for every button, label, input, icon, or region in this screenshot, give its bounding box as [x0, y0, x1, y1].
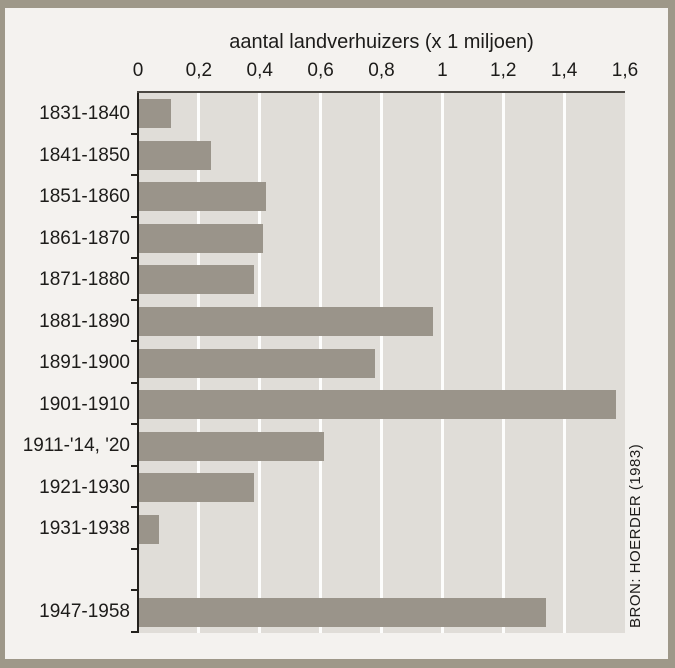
bar-1831-1840 — [138, 99, 172, 129]
x-tick-label: 0,8 — [368, 60, 395, 81]
category-label — [0, 550, 130, 592]
bar-1851-1860 — [138, 182, 266, 212]
category-label: 1831-1840 — [39, 103, 130, 124]
plot-area — [138, 93, 625, 633]
bar-1871-1880 — [138, 265, 254, 295]
category-label: 1921-1930 — [39, 476, 130, 498]
axis-tick-mark — [131, 631, 137, 633]
bar-1931-1938 — [138, 514, 160, 544]
bar-1901-1910 — [138, 390, 616, 420]
bar-1881-1890 — [138, 306, 434, 336]
category-label: 1861-1870 — [39, 227, 130, 249]
category-label: 1931-1938 — [39, 518, 130, 540]
axis-tick-mark — [131, 215, 137, 218]
category-label: 1851-1860 — [39, 186, 130, 208]
axis-tick-mark — [131, 464, 137, 467]
y-axis-line — [137, 93, 139, 633]
gridline — [380, 93, 383, 633]
axis-tick-mark — [131, 174, 137, 177]
axis-tick-mark — [131, 257, 137, 260]
x-tick-label: 0,6 — [307, 60, 334, 81]
chart-title: aantal landverhuizers (x 1 miljoen) — [229, 31, 534, 53]
x-tick-label: 1,6 — [611, 60, 639, 81]
category-label: 1871-1880 — [39, 269, 130, 291]
bar-1861-1870 — [138, 223, 263, 253]
axis-tick-mark — [131, 298, 137, 301]
x-axis-line — [137, 91, 625, 93]
source-credit: BRON: HOERDER (1983) — [627, 443, 644, 628]
axis-tick-mark — [131, 381, 137, 384]
x-tick-label: 0,4 — [246, 60, 273, 81]
bar-1947-1958 — [138, 597, 546, 627]
gridline — [501, 93, 505, 633]
category-label: 1947-1958 — [39, 601, 130, 623]
x-tick-label: 1 — [437, 60, 448, 81]
bar-1891-1900 — [138, 348, 376, 378]
category-label: 1911-'14, '20 — [22, 435, 130, 457]
x-tick-label: 0,2 — [185, 60, 213, 81]
category-label: 1881-1890 — [39, 310, 130, 332]
gridline — [562, 93, 566, 633]
axis-tick-mark — [131, 340, 137, 343]
x-tick-label: 0 — [132, 60, 144, 81]
x-tick-label: 1,4 — [550, 60, 578, 81]
axis-tick-mark — [131, 423, 137, 426]
axis-tick-mark — [131, 589, 137, 592]
axis-tick-mark — [131, 547, 137, 550]
axis-tick-mark — [131, 132, 137, 135]
x-tick-label: 1,2 — [490, 60, 517, 81]
category-label: 1841-1850 — [39, 144, 130, 166]
axis-tick-mark — [131, 506, 137, 509]
bar-1911-'14, '20 — [138, 431, 324, 461]
category-label: 1901-1910 — [39, 393, 130, 415]
bar-1921-1930 — [138, 473, 254, 503]
gridline — [440, 93, 444, 633]
bar-1841-1850 — [138, 140, 212, 170]
category-label: 1891-1900 — [39, 352, 130, 374]
